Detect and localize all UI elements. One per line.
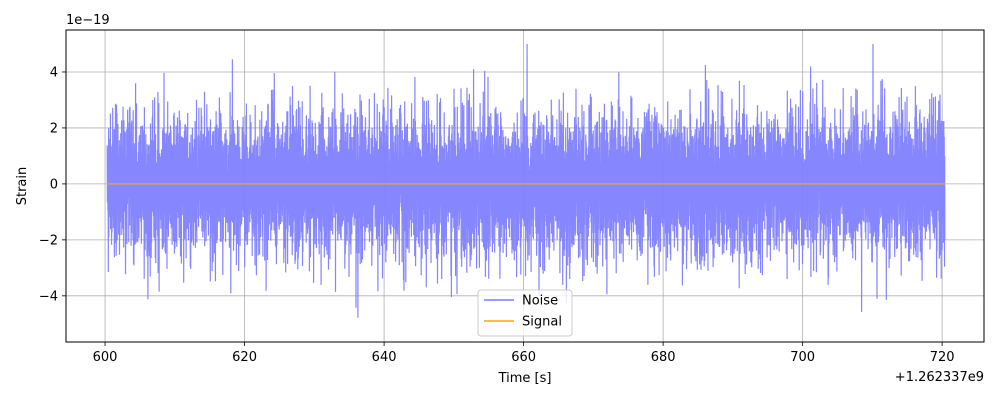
legend-label-signal: Signal [522, 315, 562, 330]
y-tick-label: 4 [50, 65, 58, 80]
y-scale-label: 1e−19 [66, 13, 110, 28]
y-axis-label: Strain [15, 167, 30, 206]
x-tick-label: 700 [790, 350, 815, 365]
y-tick-label: −2 [39, 233, 58, 248]
y-tick-label: −4 [39, 289, 58, 304]
y-tick-label: 2 [50, 121, 58, 136]
x-tick-label: 640 [372, 350, 397, 365]
noise-series-line [106, 43, 946, 318]
x-axis-label: Time [s] [498, 371, 552, 386]
x-tick-label: 720 [930, 350, 955, 365]
x-offset-label: +1.262337e9 [895, 370, 984, 385]
x-tick-label: 660 [511, 350, 536, 365]
y-tick-label: 0 [50, 177, 58, 192]
x-tick-label: 680 [651, 350, 676, 365]
axes-frame [65, 29, 985, 343]
legend-box [477, 289, 573, 337]
x-tick-label: 620 [232, 350, 257, 365]
ticks: 600 620 640 660 680 700 720 −4 −2 0 2 4 [39, 65, 955, 365]
legend-label-noise: Noise [522, 294, 558, 309]
legend: Noise Signal [477, 289, 573, 337]
x-tick-label: 600 [93, 350, 118, 365]
plot-series [106, 43, 946, 318]
